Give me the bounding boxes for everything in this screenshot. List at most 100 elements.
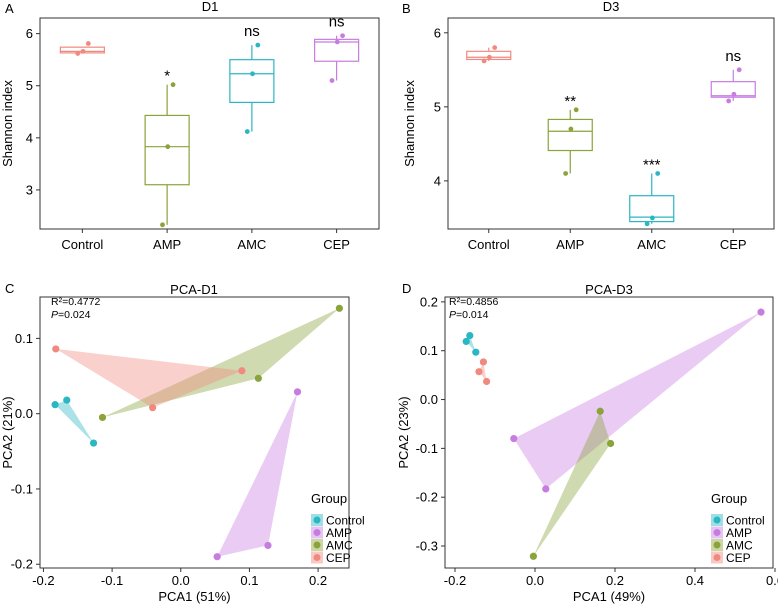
- panel-C-ytick-label: 0.1: [15, 331, 33, 346]
- scatter-point-amc: [596, 407, 604, 415]
- panel-label-B: B: [402, 1, 411, 16]
- panel-A-frame: [39, 17, 380, 230]
- box-data-point: [170, 82, 176, 88]
- p-symbol: P: [449, 309, 456, 321]
- box-data-point: [244, 129, 250, 134]
- legend-label-control: Control: [326, 514, 365, 528]
- panel-C-xtick-label: -0.2: [32, 573, 54, 588]
- box-data-point: [650, 215, 655, 221]
- legend-dot-amc: [713, 541, 721, 549]
- legend-dot-amp: [313, 529, 321, 536]
- p-value: =0.014: [456, 309, 489, 321]
- scatter-point-amc: [254, 374, 262, 382]
- significance-label: ns: [244, 23, 260, 40]
- legend-title: Group: [311, 491, 347, 506]
- panel-label-C: C: [5, 281, 14, 296]
- panel-A-xtick-label: CEP: [323, 237, 350, 252]
- panel-B-xtick-label: AMP: [556, 237, 584, 252]
- panel-B-frame: [447, 17, 775, 230]
- scatter-point-amp: [264, 541, 272, 550]
- panel-C-ytick-label: -0.1: [11, 481, 33, 496]
- hull-cep: [55, 348, 242, 408]
- box-data-point: [329, 78, 335, 83]
- panel-A-xtick-label: AMP: [153, 237, 181, 252]
- panel-D-ytick-label: -0.2: [416, 490, 438, 505]
- significance-label: *: [164, 68, 170, 85]
- panel-C-r2: R²=0.4772: [51, 296, 100, 308]
- significance-label: ns: [329, 14, 345, 31]
- scatter-point-amp: [213, 553, 221, 561]
- box-data-point: [568, 126, 574, 132]
- scatter-point-control: [51, 401, 59, 409]
- panel-D-ytick-label: 0.2: [420, 294, 438, 309]
- panel-B-ylabel: Shannon index: [402, 80, 417, 167]
- panel-A-ylabel: Shannon index: [0, 80, 15, 167]
- panel-B-ytick-label: 4: [434, 173, 441, 188]
- significance-label: ***: [643, 156, 661, 173]
- scatter-point-control: [466, 331, 474, 340]
- scatter-point-cep: [483, 377, 491, 386]
- panel-A-ytick-label: 6: [26, 26, 33, 41]
- legend-label-amp: AMP: [726, 526, 752, 540]
- panel-B-xtick-label: CEP: [720, 237, 747, 252]
- panel-A-ytick-label: 5: [26, 78, 33, 93]
- scatter-point-amp: [293, 388, 302, 396]
- panel-A-xtick-label: Control: [61, 237, 103, 252]
- panel-D-title: PCA-D3: [585, 282, 633, 297]
- panel-C-ytick-label: -0.2: [11, 557, 33, 572]
- panel-D-ytick-label: 0.0: [420, 392, 438, 407]
- panel-D-ylabel: PCA2 (23%): [396, 396, 411, 468]
- panel-D-ytick-label: -0.1: [416, 441, 438, 456]
- panel-C-xtick-label: 0.0: [172, 573, 190, 588]
- box-cep: [710, 81, 756, 98]
- panel-C-ytick-label: 0.0: [15, 406, 33, 421]
- scatter-point-control: [89, 439, 98, 447]
- hull-cep: [479, 361, 487, 382]
- scatter-point-amc: [607, 439, 615, 448]
- panel-D-xtick-label: 0.2: [606, 573, 624, 588]
- legend-title: Group: [711, 491, 747, 506]
- scatter-point-cep: [475, 368, 483, 376]
- box-data-point: [644, 221, 650, 227]
- significance-label: **: [564, 93, 576, 110]
- box-data-point: [340, 33, 345, 39]
- box-data-point: [165, 144, 171, 150]
- legend-dot-cep: [713, 554, 721, 561]
- legend-label-cep: CEP: [326, 551, 351, 565]
- legend-label-cep: CEP: [726, 551, 751, 565]
- panel-A-xtick-label: AMC: [237, 237, 266, 252]
- panel-B-ytick-label: 6: [434, 25, 441, 40]
- box-data-point: [481, 58, 487, 64]
- box-data-point: [731, 91, 737, 97]
- box-data-point: [487, 54, 492, 60]
- scatter-point-cep: [479, 358, 487, 366]
- box-amp: [547, 118, 593, 152]
- panel-B-title: D3: [603, 0, 620, 14]
- legend-dot-amp: [713, 529, 721, 536]
- panel-B-ytick-label: 5: [434, 99, 441, 114]
- panel-C-ylabel: PCA2 (21%): [0, 396, 15, 468]
- panel-D-xtick-label: -0.2: [444, 573, 466, 588]
- scatter-point-amc: [529, 552, 538, 560]
- panel-D-xtick-label: 0.0: [526, 573, 544, 588]
- panel-C-xtick-label: 0.2: [309, 573, 327, 588]
- legend-dot-control: [713, 516, 721, 524]
- scatter-point-amp: [510, 435, 518, 443]
- legend-label-amc: AMC: [326, 539, 353, 553]
- box-cep: [314, 38, 360, 62]
- box-data-point: [85, 41, 91, 46]
- panel-D-frame: [444, 296, 774, 569]
- panel-D-pvalue: P=0.014: [449, 309, 489, 321]
- panel-A-ytick-label: 3: [26, 182, 33, 197]
- box-amp: [144, 114, 190, 186]
- panel-D-r2: R²=0.4856: [449, 296, 498, 308]
- panel-C-title: PCA-D1: [170, 282, 218, 297]
- panel-A-ytick-label: 4: [26, 130, 33, 145]
- box-data-point: [255, 42, 261, 48]
- scatter-point-amc: [335, 304, 343, 312]
- legend-dot-amc: [313, 541, 321, 549]
- legend-dot-cep: [313, 554, 321, 561]
- hull-control: [55, 400, 94, 443]
- significance-label: ns: [725, 48, 741, 65]
- scatter-point-cep: [238, 367, 246, 375]
